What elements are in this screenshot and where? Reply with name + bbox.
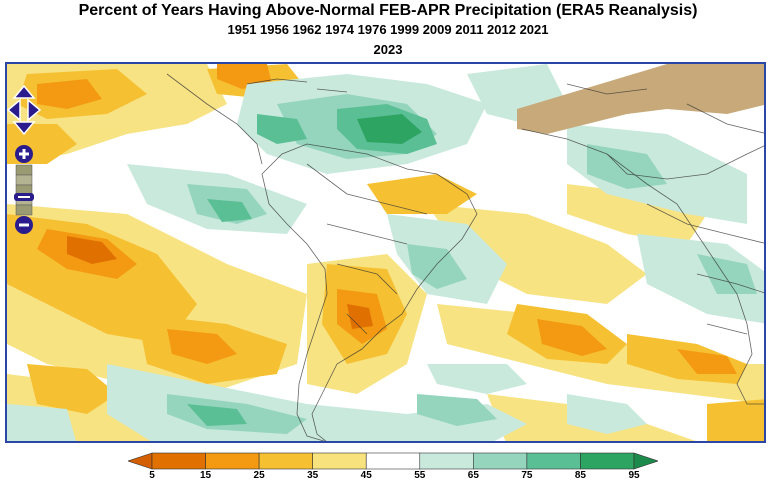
colorbar-over-arrow: [633, 452, 659, 470]
colorbar-tick-label: 35: [307, 470, 319, 481]
colorbar-bin: [526, 452, 581, 470]
colorbar-tick-label: 15: [199, 470, 212, 481]
colorbar-tick-label: 25: [253, 470, 265, 481]
colorbar-tick-labels: 5 15 25 35 45 55 65 75 85 95: [0, 470, 776, 484]
pan-right-icon[interactable]: [27, 98, 42, 122]
map-canvas: [7, 64, 764, 441]
zoom-out-button[interactable]: [15, 216, 33, 234]
colorbar-tick-label: 65: [467, 470, 479, 481]
colorbar-tick-label: 95: [628, 470, 640, 481]
zoom-slider-track[interactable]: [15, 164, 33, 216]
colorbar-tick-label: 55: [414, 470, 426, 481]
colorbar-tick-label: 75: [521, 470, 533, 481]
colorbar-graphic: [127, 452, 659, 470]
zoom-in-button[interactable]: [15, 145, 33, 163]
zoom-slider-handle[interactable]: [14, 193, 34, 201]
colorbar-bin: [312, 452, 367, 470]
colorbar-bin: [473, 452, 528, 470]
zoom-control[interactable]: [14, 144, 34, 236]
colorbar-bin: [151, 452, 206, 470]
colorbar: [127, 451, 659, 471]
dark-green-core: [357, 114, 422, 144]
years-line-1: 1951 1956 1962 1974 1976 1999 2009 2011 …: [227, 22, 549, 37]
years-line-2: 2023: [373, 42, 403, 57]
colorbar-under-arrow: [127, 452, 153, 470]
pan-control[interactable]: [6, 84, 42, 136]
coastlines: [166, 73, 764, 441]
no-data-area: [517, 64, 764, 134]
colorbar-bin: [580, 452, 635, 470]
dark-orange-core: [67, 236, 373, 329]
colorbar-tick-label: 85: [574, 470, 586, 481]
pan-down-icon[interactable]: [12, 121, 36, 136]
colorbar-bin: [258, 452, 313, 470]
orange-field: [37, 64, 737, 374]
colorbar-tick-label: 45: [360, 470, 372, 481]
pan-left-icon[interactable]: [6, 98, 21, 122]
precipitation-map[interactable]: [5, 62, 766, 443]
colorbar-bin: [365, 452, 421, 470]
map-title: Percent of Years Having Above-Normal FEB…: [78, 2, 698, 19]
colorbar-bin: [419, 452, 474, 470]
colorbar-tick-label: 5: [149, 470, 155, 481]
colorbar-bin: [205, 452, 260, 470]
pan-up-icon[interactable]: [12, 84, 36, 99]
